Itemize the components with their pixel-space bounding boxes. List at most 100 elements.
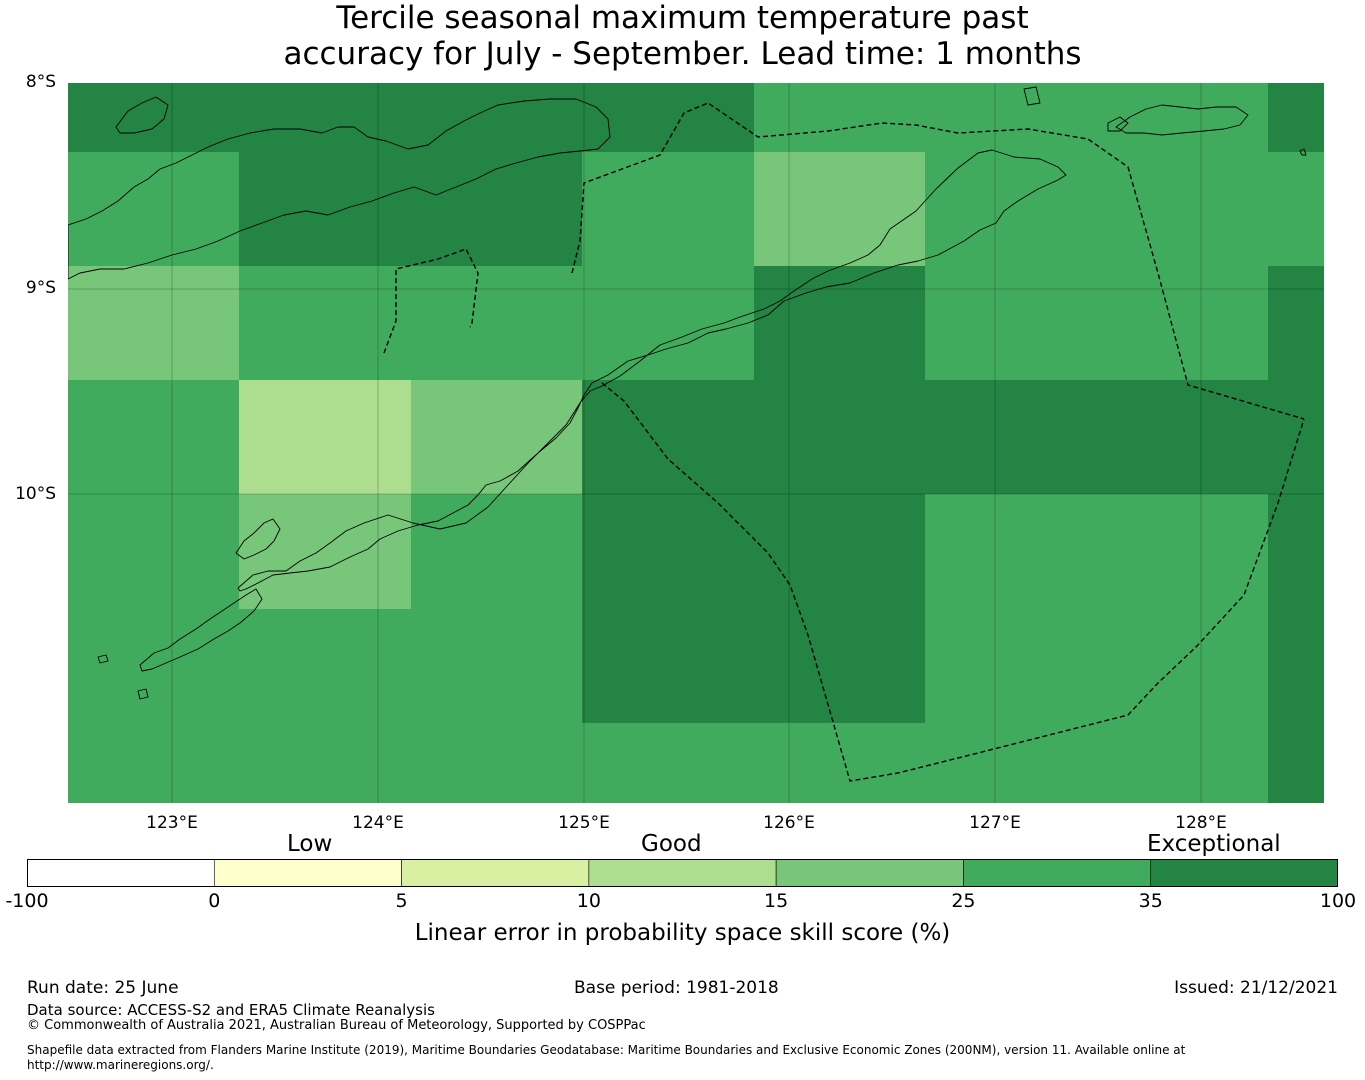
grid-cell [754,723,925,803]
boundary-timor-north [571,102,1305,420]
coastline-atauro [1023,86,1041,106]
colorbar-tick-label: 35 [1138,890,1163,912]
title-line-1: Tercile seasonal maximum temperature pas… [336,0,1029,36]
grid-cell [68,266,239,380]
grid-cell [1268,83,1324,152]
grid-cell [582,609,754,723]
coastline-islet [137,688,149,700]
coastline-wetar [1115,104,1249,136]
data-source: Data source: ACCESS-S2 and ERA5 Climate … [27,1001,435,1019]
grid-cell [1097,83,1268,152]
grid-cell [1097,152,1268,266]
grid-cell [1097,723,1268,803]
base-period: Base period: 1981-2018 [574,978,779,998]
grid-cell [754,266,925,380]
colorbar-tick-label: 100 [1319,890,1357,912]
coastlines [68,86,1307,700]
category-label-exceptional: Exceptional [1147,831,1281,857]
grid-cell [239,494,411,609]
shapefile-credit-line-2: http://www.marineregions.org/. [27,1058,214,1072]
coastline-north-island [115,96,169,134]
grid-cell [925,494,1097,609]
grid-cell [411,152,582,266]
grid-cell [925,266,1097,380]
colorbar-tick-label: 15 [764,890,789,912]
grid-cell [925,152,1097,266]
grid-cell [925,609,1097,723]
grid-cell [754,494,925,609]
colorbar-segment [963,859,1152,887]
grid-cell [239,83,411,152]
grid-cell [68,380,239,494]
grid-cell [754,83,925,152]
issued-date: Issued: 21/12/2021 [1174,978,1338,998]
colorbar-tick-label: 0 [208,890,221,912]
grid-cell [68,494,239,609]
grid-cell [1268,152,1324,266]
grid-cell [411,266,582,380]
coastline-liran [1107,116,1129,132]
shapefile-credit-line-1: Shapefile data extracted from Flanders M… [27,1043,1186,1057]
title-line-2: accuracy for July - September. Lead time… [283,36,1082,72]
grid-cell [754,380,925,494]
grid-cell [239,723,411,803]
grid-cell [411,723,582,803]
colorbar-segment [775,859,964,887]
skill-map [68,83,1324,803]
maritime-boundaries [383,102,1305,782]
colorbar-segment [588,859,777,887]
grid-cell [1097,380,1268,494]
grid-cell [239,380,411,494]
grid-cell [582,380,754,494]
category-label-good: Good [641,831,702,857]
category-label-low: Low [287,831,333,857]
lon-label-128e: 128°E [1175,813,1227,833]
grid-cell [1268,723,1324,803]
grid-cell [239,266,411,380]
colorbar-tick-label: -100 [5,890,49,912]
copyright: © Commonwealth of Australia 2021, Austra… [27,1018,646,1033]
lon-label-124e: 124°E [352,813,404,833]
grid-cell [411,83,582,152]
lat-label-8s: 8°S [25,72,56,92]
chart-title: Tercile seasonal maximum temperature pas… [0,0,1365,72]
colorbar [27,859,1338,887]
lon-label-125e: 125°E [558,813,610,833]
grid-cell [1097,266,1268,380]
grid-cell [1268,494,1324,609]
coastline-alor [68,98,611,280]
coastline-ndana [97,654,109,664]
grid-cell [68,83,239,152]
grid-cell [925,723,1097,803]
coastline-semau [235,518,281,560]
grid-cell [1268,609,1324,723]
grid-cell [582,152,754,266]
colorbar-segments [27,859,1338,887]
lon-label-127e: 127°E [969,813,1021,833]
grid-cell [754,609,925,723]
grid-cell [582,266,754,380]
grid-cell [1268,266,1324,380]
grid-cell [754,152,925,266]
colorbar-segment [27,859,215,887]
grid-cell [411,609,582,723]
colorbar-segment [213,859,402,887]
grid-cell [68,609,239,723]
grid-cell [1097,609,1268,723]
run-date: Run date: 25 June [27,978,179,998]
lon-label-123e: 123°E [146,813,198,833]
colorbar-outline [27,859,1338,887]
grid-cell [925,83,1097,152]
lat-label-9s: 9°S [25,278,56,298]
colorbar-segment [401,859,590,887]
grid-cell [239,152,411,266]
grid-cell [1097,494,1268,609]
coastline-timor [237,149,1067,592]
grid-cell [411,494,582,609]
grid-cell [1268,380,1324,494]
grid-cell [582,494,754,609]
grid-cell [68,152,239,266]
colorbar-tick-label: 10 [576,890,601,912]
grid-cell [582,723,754,803]
grid-cell [239,609,411,723]
